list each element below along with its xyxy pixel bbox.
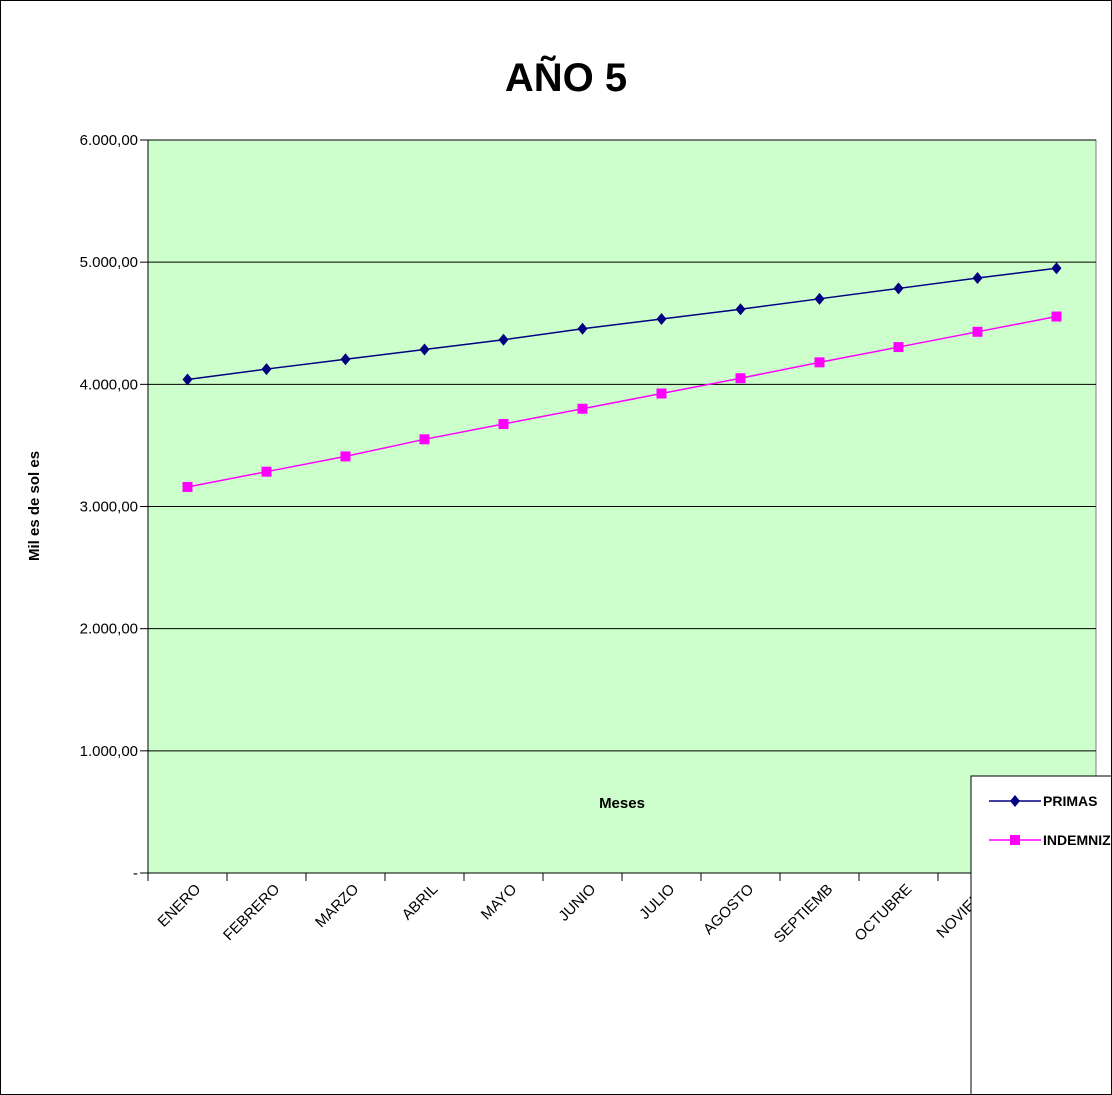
data-point-indemniz	[419, 434, 430, 445]
y-tick-label: -	[133, 865, 138, 882]
legend-label: INDEMNIZ.	[1043, 832, 1111, 848]
series-layer	[182, 262, 1062, 492]
data-point-indemniz	[814, 357, 825, 368]
y-tick-label: 1.000,00	[80, 743, 138, 760]
x-axis-title: Meses	[599, 795, 645, 812]
y-axis-ticks: - 1.000,00 2.000,00 3.000,00 4.000,00 5.000,0…	[80, 132, 148, 882]
legend-box	[970, 775, 1111, 1094]
x-tick-label: ABRIL	[399, 881, 442, 924]
gridlines	[148, 139, 1096, 752]
data-point-primas	[972, 272, 983, 285]
y-tick-label: 4.000,00	[80, 376, 138, 393]
x-tick-label: AGOSTO	[700, 881, 757, 938]
data-point-primas	[340, 353, 351, 366]
x-tick-label: FEBRERO	[220, 881, 283, 944]
data-point-indemniz	[656, 388, 667, 399]
data-point-primas	[893, 282, 904, 295]
legend-label: PRIMAS	[1043, 793, 1097, 809]
y-tick-label: 2.000,00	[80, 621, 138, 638]
data-point-primas	[814, 292, 825, 305]
data-point-indemniz	[893, 342, 904, 353]
data-point-primas	[419, 343, 430, 356]
x-tick-label: JUNIO	[555, 881, 599, 925]
x-tick-label: JULIO	[636, 881, 678, 923]
data-point-indemniz	[1051, 311, 1062, 322]
y-tick-label: 3.000,00	[80, 499, 138, 516]
x-tick-label: MAYO	[478, 881, 520, 923]
legend-marker-indemniz	[1010, 835, 1020, 845]
data-point-primas	[656, 312, 667, 325]
data-point-primas	[1051, 262, 1062, 275]
series-line-1	[187, 267, 1057, 381]
data-point-indemniz	[340, 451, 351, 462]
data-point-primas	[261, 363, 272, 376]
legend-marker-primas	[1010, 795, 1020, 807]
data-point-indemniz	[182, 481, 193, 492]
legend: PRIMAS INDEMNIZ.	[970, 775, 1111, 1094]
y-tick-label: 6.000,00	[80, 132, 138, 149]
data-point-primas	[735, 303, 746, 316]
chart-title: AÑO 5	[505, 54, 627, 100]
x-tick-label: ENERO	[155, 881, 205, 931]
data-point-indemniz	[972, 326, 983, 337]
x-tick-label: SEPTIEMB	[771, 881, 837, 947]
series-line-2	[187, 315, 1057, 488]
x-tick-label: MARZO	[312, 881, 362, 931]
data-point-indemniz	[735, 373, 746, 384]
y-tick-label: 5.000,00	[80, 254, 138, 271]
y-axis-title: Mil es de sol es	[26, 451, 43, 561]
data-point-primas	[182, 373, 193, 386]
data-point-indemniz	[498, 419, 509, 430]
x-tick-label: OCTUBRE	[851, 881, 915, 945]
data-point-indemniz	[261, 466, 272, 477]
data-point-indemniz	[577, 403, 588, 414]
data-point-primas	[577, 322, 588, 335]
data-point-primas	[498, 333, 509, 346]
x-axis-ticks: ENERO FEBRERO MARZO ABRIL MAYO JUNIO JULIO AGOS…	[147, 873, 1097, 947]
